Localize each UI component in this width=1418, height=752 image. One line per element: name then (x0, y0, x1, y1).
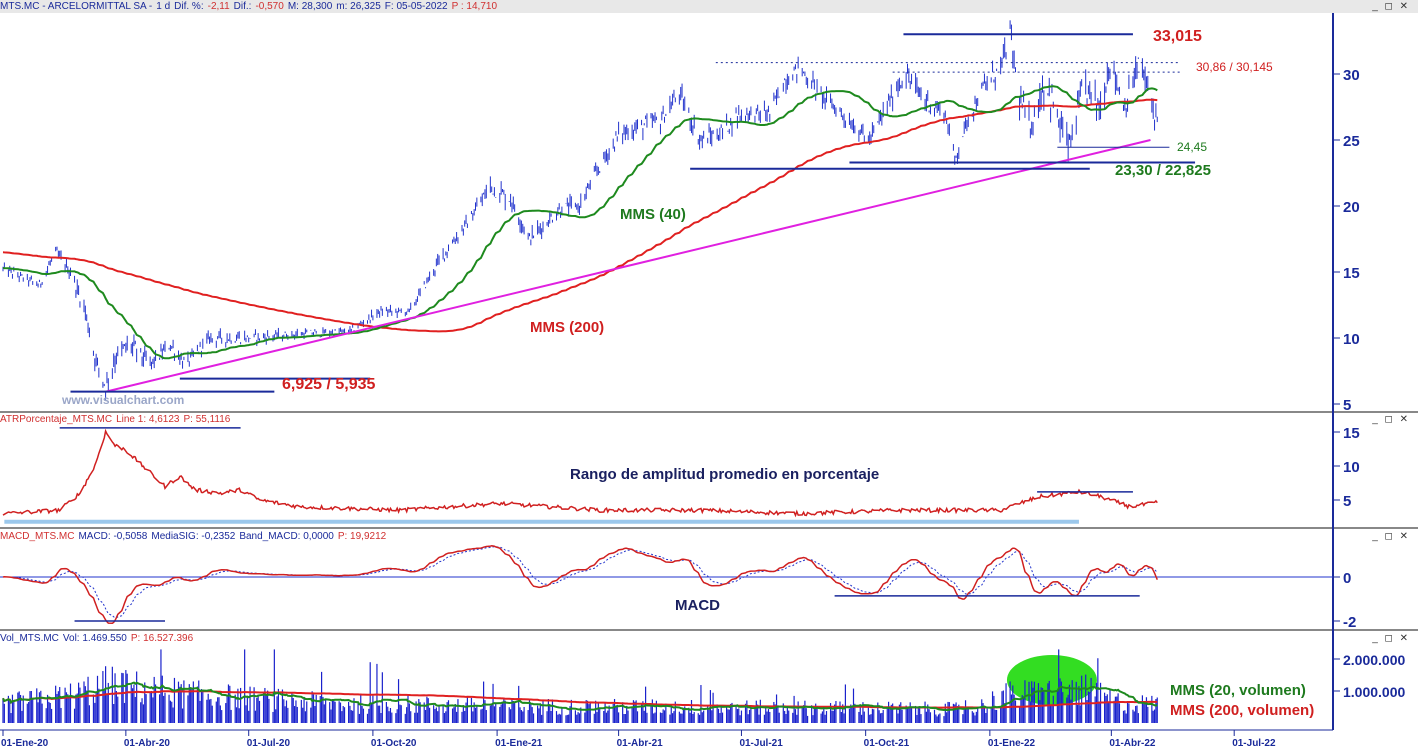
macd-line (2, 545, 1158, 625)
mma200-label: MMS (200) (530, 319, 605, 336)
period: 1 d (156, 1, 171, 12)
x-tick-label: 01-Ene-20 (1, 738, 49, 749)
price-panel-header: MTS.MC - ARCELORMITTAL SA -1 d Dif. %: -2,… (0, 0, 1418, 13)
mma40-label: MMS (40) (620, 206, 686, 223)
y-tick-label: 1.000.000 (1343, 684, 1405, 700)
x-tick-label: 01-Oct-20 (371, 738, 417, 749)
vol-mma200-line (2, 690, 1158, 709)
macd-title: MACD (675, 597, 720, 614)
window-controls[interactable]: _ ◻ ✕ (1372, 531, 1410, 542)
window-controls[interactable]: _ ◻ ✕ (1372, 1, 1410, 12)
y-tick-label: 0 (1343, 570, 1351, 587)
date: F: 05-05-2022 (384, 1, 448, 12)
y-tick-label: 2.000.000 (1343, 652, 1405, 668)
vol-p: P: 16.527.396 (130, 633, 194, 644)
atr-title: Rango de amplitud promedio en porcentaje (570, 466, 880, 483)
atr-line: Line 1: 4,6123 (116, 414, 180, 425)
y-tick-label: 10 (1343, 459, 1360, 476)
symbol: MTS.MC - ARCELORMITTAL SA - (0, 1, 153, 12)
background (0, 12, 1418, 752)
x-tick-label: 01-Jul-22 (1232, 738, 1276, 749)
y-tick-label: 20 (1343, 199, 1360, 216)
mma40-line (2, 85, 1158, 360)
x-tick-label: 01-Abr-20 (124, 738, 171, 749)
window-controls[interactable]: _ ◻ ✕ (1372, 414, 1410, 425)
min: m: 26,325 (336, 1, 381, 12)
macd-panel-header: MACD_MTS.MC MACD: -0,5058 MediaSIG: -0,235… (0, 530, 1418, 543)
atr-name: ATRPorcentaje_MTS.MC (0, 414, 113, 425)
highlight-ellipse (1006, 655, 1097, 705)
vol-mma20-line (2, 681, 1158, 712)
y-tick-label: 25 (1343, 133, 1360, 150)
macd-signal: MediaSIG: -0,2352 (151, 531, 236, 542)
level-label-33015: 33,015 (1153, 28, 1202, 45)
level-label-6925: 6,925 / 5,935 (282, 376, 376, 393)
x-tick-label: 01-Ene-22 (988, 738, 1036, 749)
level-label-2330: 23,30 / 22,825 (1115, 162, 1211, 179)
vol-mma200-label: MMS (200, volumen) (1170, 702, 1315, 719)
watermark: www.visualchart.com (62, 393, 185, 407)
mma200-line (2, 98, 1158, 333)
p-value: P : 14,710 (451, 1, 498, 12)
x-tick-label: 01-Jul-20 (247, 738, 291, 749)
vol-mma20-label: MMS (20, volumen) (1170, 682, 1306, 699)
dif-pct: -2,11 (207, 1, 230, 12)
atr-panel-header: ATRPorcentaje_MTS.MC Line 1: 4,6123 P: 55,… (0, 413, 1418, 426)
x-tick-label: 01-Ene-21 (495, 738, 543, 749)
max: M: 28,300 (287, 1, 333, 12)
volume-panel-header: Vol_MTS.MC Vol: 1.469.550 P: 16.527.396 _ … (0, 632, 1418, 645)
y-tick-label: 30 (1343, 67, 1360, 84)
trendline (105, 139, 1151, 393)
macd-band: Band_MACD: 0,0000 (239, 531, 334, 542)
dif-pct-label: Dif. %: (174, 1, 204, 12)
y-tick-label: 5 (1343, 397, 1351, 414)
y-tick-label: 15 (1343, 265, 1360, 282)
y-tick-label: 10 (1343, 331, 1360, 348)
level-label-3086: 30,86 / 30,145 (1196, 60, 1273, 74)
window-controls[interactable]: _ ◻ ✕ (1372, 633, 1410, 644)
macd-name: MACD_MTS.MC (0, 531, 75, 542)
atr-line (2, 428, 1158, 518)
x-tick-label: 01-Jul-21 (739, 738, 783, 749)
y-tick-label: -2 (1343, 614, 1356, 631)
vol-name: Vol_MTS.MC (0, 633, 59, 644)
x-tick-label: 01-Abr-21 (617, 738, 664, 749)
dif: -0,570 (255, 1, 284, 12)
macd-value: MACD: -0,5058 (78, 531, 148, 542)
vol-value: Vol: 1.469.550 (62, 633, 127, 644)
x-tick-label: 01-Oct-21 (864, 738, 910, 749)
y-tick-label: 15 (1343, 425, 1360, 442)
x-tick-label: 01-Abr-22 (1109, 738, 1156, 749)
level-label-2445: 24,45 (1177, 140, 1208, 154)
dif-label: Dif.: (233, 1, 252, 12)
y-tick-label: 5 (1343, 493, 1351, 510)
atr-p: P: 55,1116 (183, 414, 231, 425)
macd-p: P: 19,9212 (337, 531, 387, 542)
